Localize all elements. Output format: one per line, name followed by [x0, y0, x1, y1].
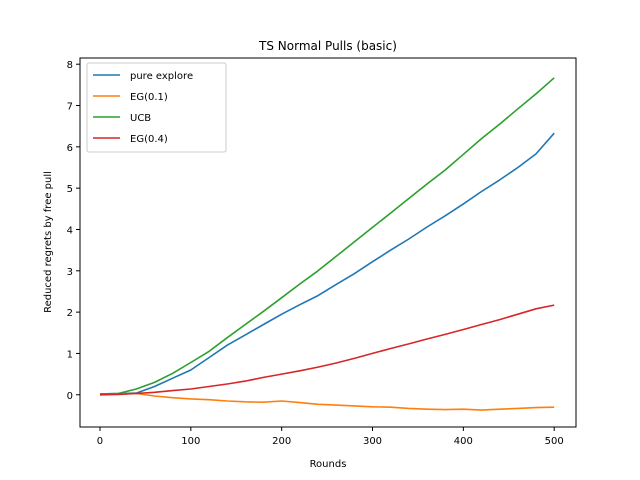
legend-label: UCB — [130, 113, 151, 124]
y-tick-label: 3 — [67, 267, 73, 278]
x-tick-label: 0 — [97, 436, 103, 447]
series-line-2 — [99, 77, 555, 395]
series-line-1 — [99, 392, 555, 411]
y-tick-label: 7 — [67, 102, 73, 113]
plot-series — [99, 77, 555, 411]
y-axis-label: Reduced regrets by free pull — [43, 171, 54, 313]
legend-label: pure explore — [130, 71, 193, 82]
legend-label: EG(0.1) — [130, 92, 168, 103]
x-tick-label: 400 — [454, 436, 473, 447]
y-tick-label: 8 — [67, 60, 73, 71]
x-axis-label: Rounds — [310, 459, 347, 470]
x-tick-label: 300 — [363, 436, 382, 447]
x-tick-label: 200 — [272, 436, 291, 447]
y-tick-label: 6 — [67, 143, 73, 154]
chart-title: TS Normal Pulls (basic) — [258, 39, 397, 53]
series-line-0 — [99, 132, 555, 395]
y-tick-label: 1 — [67, 349, 73, 360]
legend-label: EG(0.4) — [130, 134, 168, 145]
y-tick-label: 4 — [67, 225, 73, 236]
legend: pure explore EG(0.1) UCB EG(0.4) — [86, 62, 227, 153]
x-tick-label: 100 — [181, 436, 200, 447]
x-tick-label: 500 — [545, 436, 564, 447]
legend-box — [86, 62, 227, 153]
y-tick-label: 2 — [67, 308, 73, 319]
series-line-3 — [99, 304, 555, 396]
x-axis: 0 100 200 300 400 500 — [97, 427, 564, 447]
y-tick-label: 0 — [67, 391, 73, 402]
y-tick-label: 5 — [67, 184, 73, 195]
plot-frame — [79, 57, 577, 428]
y-axis: 0 1 2 3 4 5 6 7 8 — [67, 60, 80, 402]
